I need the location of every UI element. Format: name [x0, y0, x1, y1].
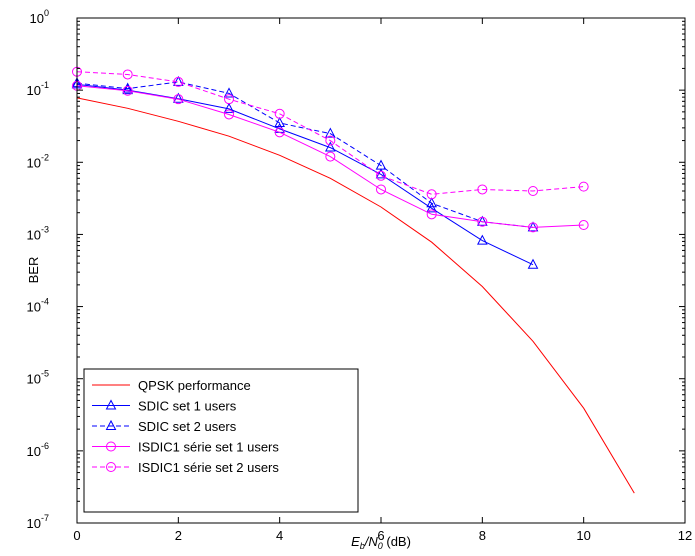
legend-label: ISDIC1 série set 1 users [138, 440, 279, 455]
legend-marker [106, 462, 116, 472]
series-4 [72, 80, 589, 233]
data-point [325, 127, 336, 138]
legend-marker [105, 419, 117, 430]
y-tick-label: 100 [30, 8, 49, 26]
data-point [325, 151, 336, 162]
data-point [528, 222, 538, 233]
data-point [223, 87, 235, 98]
data-point [325, 135, 336, 146]
data-point [274, 127, 285, 138]
series-1 [76, 97, 635, 494]
series-line [76, 85, 584, 228]
data-point [426, 209, 437, 220]
data-point [122, 84, 133, 95]
x-tick-label: 10 [576, 528, 590, 543]
legend-label: ISDIC1 série set 2 users [138, 460, 279, 475]
x-tick-label: 8 [479, 528, 486, 543]
x-axis-label: Eb/N0 (dB) [351, 534, 411, 551]
data-point [224, 94, 234, 105]
data-point [527, 258, 539, 269]
legend-entry-1: QPSK performance [92, 378, 251, 393]
data-point [528, 185, 538, 196]
x-tick-label: 2 [175, 528, 182, 543]
legend-entry-4: ISDIC1 série set 1 users [92, 440, 279, 455]
data-point [376, 184, 386, 195]
legend-entry-3: SDIC set 2 users [92, 419, 237, 434]
x-tick-label: 6 [377, 528, 384, 543]
data-point [223, 102, 235, 113]
x-tick-label: 12 [678, 528, 692, 543]
legend-label: QPSK performance [138, 378, 251, 393]
data-point [426, 202, 437, 213]
data-point [122, 85, 133, 96]
data-point [375, 159, 387, 170]
legend-entry-5: ISDIC1 série set 2 users [92, 460, 279, 475]
data-point [376, 170, 386, 181]
data-point [274, 116, 285, 128]
data-point [426, 189, 437, 200]
data-point [477, 216, 488, 227]
legend-entry-2: SDIC set 1 users [92, 399, 237, 414]
y-tick-label: 10-1 [27, 80, 49, 98]
y-tick-label: 10-6 [27, 441, 49, 459]
plot-frame [76, 17, 686, 524]
legend: QPSK performance SDIC set 1 users SDIC set… [83, 368, 359, 513]
data-point [578, 181, 589, 192]
series-line [76, 71, 584, 195]
y-tick-label: 10-7 [27, 513, 49, 531]
data-point [375, 168, 387, 179]
x-tick-label: 0 [73, 528, 80, 543]
data-point [122, 69, 133, 80]
y-axis-label: BER [26, 257, 41, 284]
series-5 [72, 66, 589, 200]
data-point [274, 108, 285, 119]
y-tick-label: 10-2 [27, 152, 49, 170]
series-line [76, 83, 534, 266]
data-point [224, 109, 234, 120]
data-point [122, 82, 133, 93]
y-tick-label: 10-3 [27, 224, 49, 242]
data-point [325, 141, 336, 152]
data-point [426, 197, 437, 208]
legend-label: SDIC set 1 users [138, 399, 237, 414]
data-point [173, 92, 184, 103]
y-tick-label: 10-4 [27, 297, 49, 315]
y-tick-label: 10-5 [27, 369, 49, 387]
legend-box [83, 368, 359, 513]
series-line [76, 97, 635, 494]
series-2 [71, 78, 539, 269]
data-point [173, 94, 184, 105]
data-point [173, 76, 184, 87]
data-point [578, 220, 589, 231]
data-point [477, 234, 488, 245]
legend-marker [105, 399, 117, 410]
series-line [76, 81, 534, 228]
legend-label: SDIC set 2 users [138, 419, 237, 434]
x-tick-label: 4 [276, 528, 283, 543]
data-point [477, 184, 488, 195]
legend-marker [106, 441, 116, 452]
